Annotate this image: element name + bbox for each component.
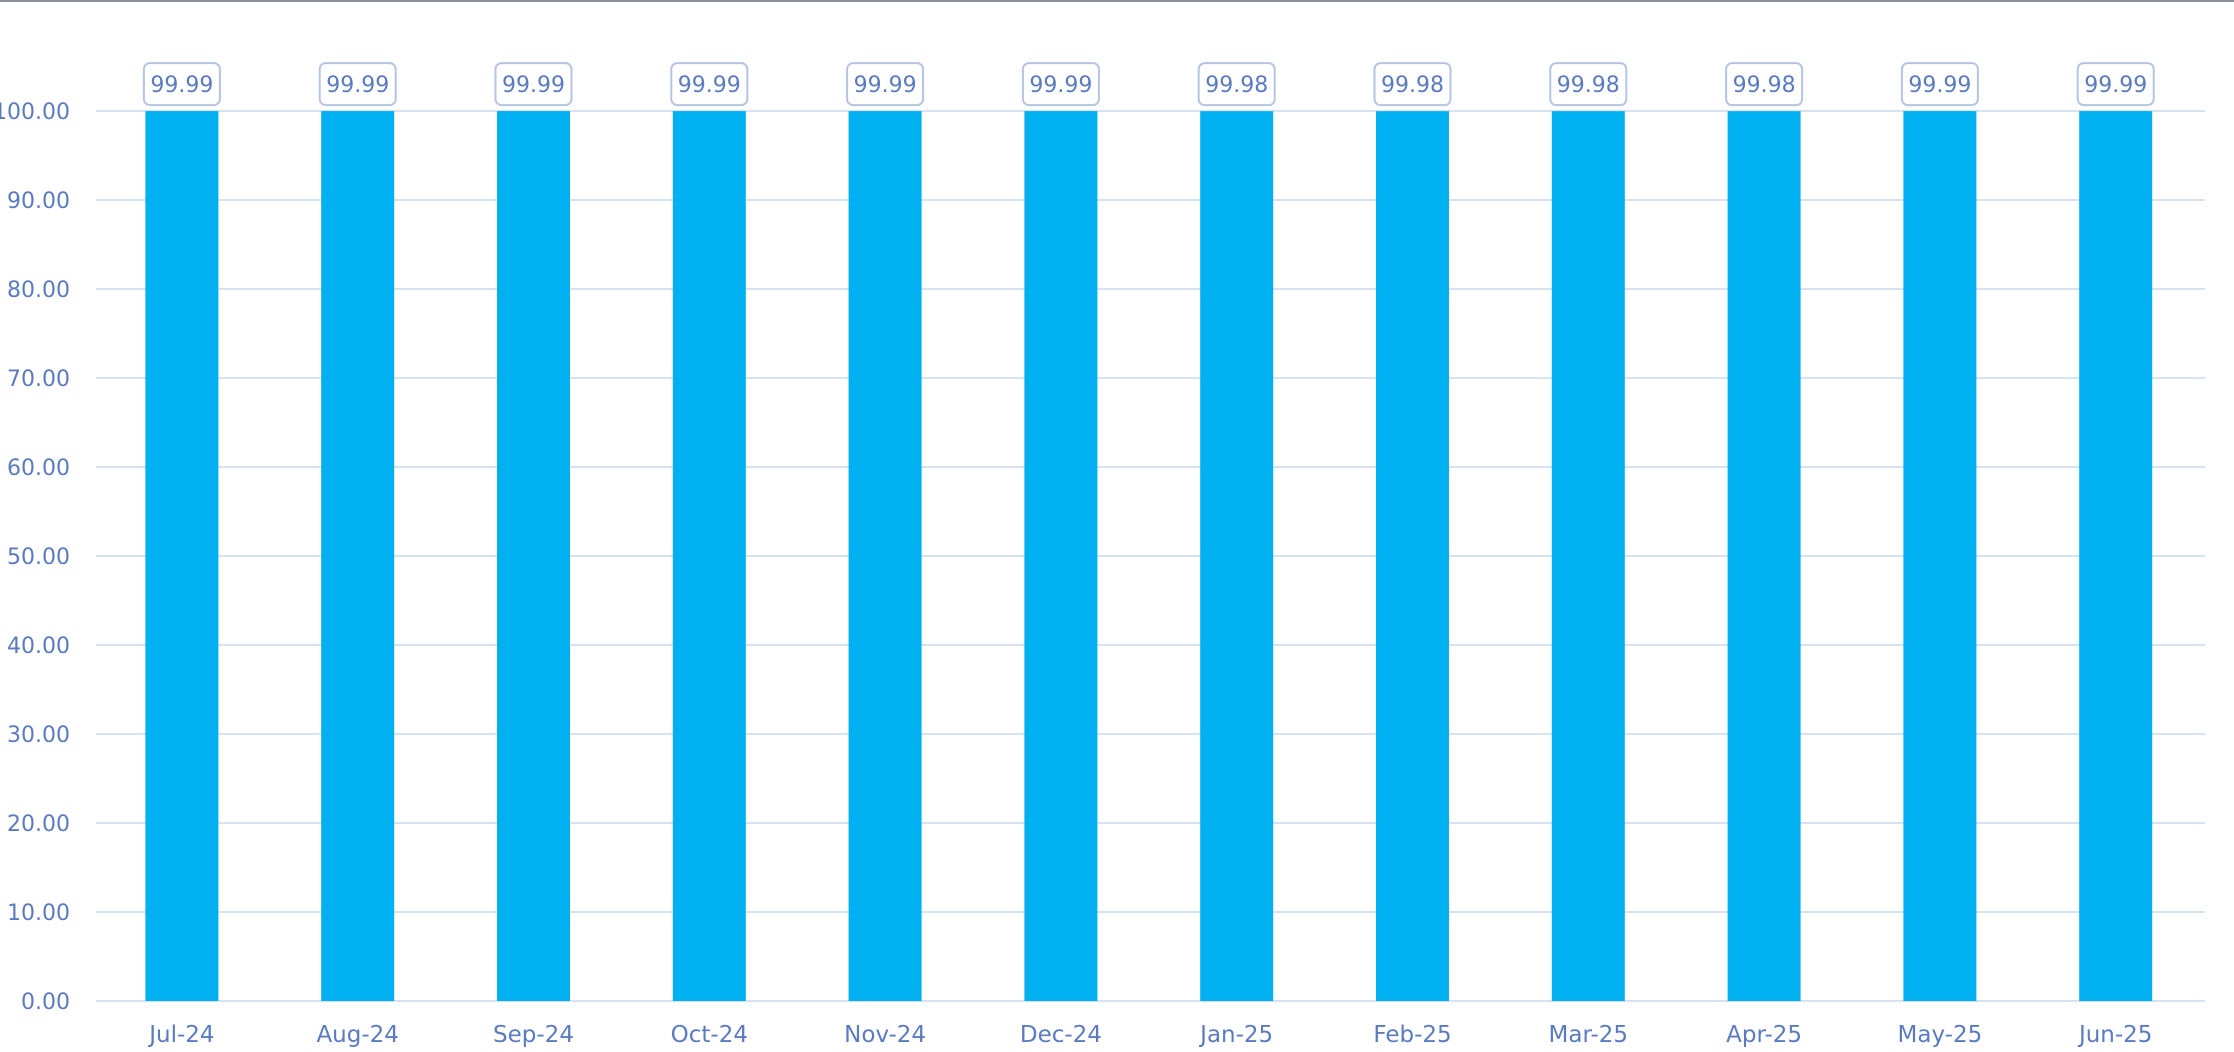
data-label: 99.98 xyxy=(1733,73,1796,98)
x-axis: Jul-24 Aug-24 Sep-24 Oct-24 Nov-24 Dec-24 Jan-… xyxy=(147,1022,2152,1048)
data-label: 99.99 xyxy=(1908,73,1971,98)
bar[interactable] xyxy=(1551,111,1625,1002)
bar[interactable] xyxy=(497,111,570,1002)
data-label-box xyxy=(142,62,221,107)
bar[interactable] xyxy=(1376,111,1449,1002)
y-tick-label: 10.00 xyxy=(7,901,70,926)
data-label-box xyxy=(494,62,573,107)
x-tick-label: Jun-25 xyxy=(2077,1022,2153,1048)
x-tick-label: Jul-24 xyxy=(147,1022,214,1048)
bar[interactable] xyxy=(1024,111,1098,1002)
y-tick-label: 40.00 xyxy=(7,634,70,659)
data-label: 99.99 xyxy=(1029,73,1092,98)
data-label: 99.99 xyxy=(150,73,213,98)
x-tick-label: Oct-24 xyxy=(671,1022,748,1048)
data-label: 99.98 xyxy=(1205,73,1268,98)
bar[interactable] xyxy=(1727,111,1801,1002)
data-label-box xyxy=(1725,62,1804,107)
x-tick-label: Feb-25 xyxy=(1373,1022,1451,1048)
bar[interactable] xyxy=(848,111,922,1002)
x-tick-label: Dec-24 xyxy=(1020,1022,1102,1048)
y-tick-label: 50.00 xyxy=(7,545,70,570)
data-label: 99.99 xyxy=(854,73,917,98)
bar[interactable] xyxy=(145,111,219,1002)
data-labels: 99.99 99.99 99.99 99.99 99.99 99.99 99.98 99.98… xyxy=(142,62,2155,107)
x-tick-label: May-25 xyxy=(1898,1022,1983,1048)
bar[interactable] xyxy=(2079,111,2153,1002)
bar[interactable] xyxy=(1903,111,1977,1002)
data-label-box xyxy=(2076,62,2155,107)
y-tick-label: 20.00 xyxy=(7,812,70,837)
y-tick-label: 30.00 xyxy=(7,723,70,748)
data-label-box xyxy=(1021,62,1100,107)
x-tick-label: Sep-24 xyxy=(493,1022,574,1048)
data-label: 99.99 xyxy=(326,73,389,98)
data-label: 99.99 xyxy=(678,73,741,98)
data-label-box xyxy=(1197,62,1276,107)
data-label: 99.98 xyxy=(1381,73,1444,98)
y-tick-label: 60.00 xyxy=(7,456,70,481)
bar[interactable] xyxy=(672,111,746,1002)
x-tick-label: Aug-24 xyxy=(316,1022,398,1048)
y-axis: 0.00 10.00 20.00 30.00 40.00 50.00 60.00 70.00 8… xyxy=(0,100,70,1015)
x-tick-label: Jan-25 xyxy=(1198,1022,1273,1048)
data-label: 99.98 xyxy=(1557,73,1620,98)
data-label-box xyxy=(846,62,925,107)
x-tick-label: Nov-24 xyxy=(844,1022,926,1048)
data-label-box xyxy=(1900,62,1979,107)
x-tick-label: Apr-25 xyxy=(1726,1022,1802,1048)
y-tick-label: 0.00 xyxy=(21,990,70,1015)
y-tick-label: 90.00 xyxy=(7,189,70,214)
data-label-box xyxy=(318,62,397,107)
x-tick-label: Mar-25 xyxy=(1549,1022,1629,1048)
data-label-box xyxy=(1373,62,1452,107)
data-label-box xyxy=(670,62,749,107)
y-tick-label: 100.00 xyxy=(0,100,70,125)
y-tick-label: 80.00 xyxy=(7,278,70,303)
data-label-box xyxy=(1549,62,1628,107)
bars xyxy=(145,111,2153,1002)
grid-layer xyxy=(96,110,2205,1002)
bar[interactable] xyxy=(321,111,395,1002)
data-label: 99.99 xyxy=(2084,73,2147,98)
y-tick-label: 70.00 xyxy=(7,367,70,392)
data-label: 99.99 xyxy=(502,73,565,98)
bar[interactable] xyxy=(1200,111,1274,1002)
